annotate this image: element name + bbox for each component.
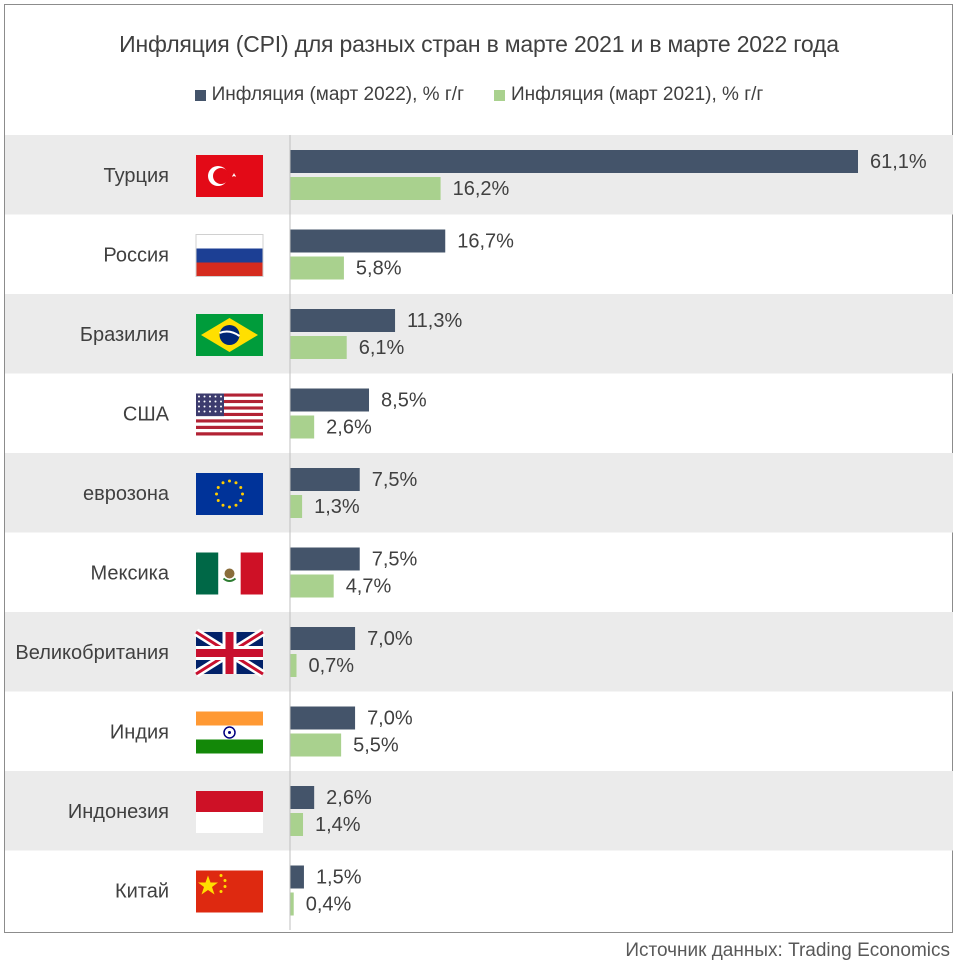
data-label-2022: 2,6% — [326, 787, 372, 809]
bar-2021 — [290, 892, 294, 916]
row-band — [5, 294, 953, 374]
bar-2022 — [290, 627, 356, 650]
data-label-2021: 0,4% — [306, 894, 352, 916]
bar-2021 — [290, 654, 297, 677]
source-note: Источник данных: Trading Economics — [625, 940, 950, 961]
category-label: Индия — [110, 721, 169, 743]
legend-label-2021: Инфляция (март 2021), % г/г — [511, 84, 764, 105]
bar-2022 — [290, 865, 304, 889]
data-label-2021: 4,7% — [346, 576, 392, 598]
legend-swatch-2022 — [194, 89, 206, 101]
bar-2022 — [290, 309, 396, 332]
bar-2022 — [290, 547, 360, 571]
category-label: Китай — [115, 880, 169, 902]
data-label-2021: 1,4% — [315, 814, 361, 836]
data-label-2022: 61,1% — [870, 151, 927, 173]
data-label-2022: 7,5% — [372, 549, 418, 571]
russia-flag-icon — [195, 234, 264, 277]
category-label: Великобритания — [15, 642, 169, 664]
data-label-2021: 5,8% — [356, 258, 402, 280]
data-label-2022: 7,0% — [367, 708, 413, 730]
bar-2021 — [290, 177, 441, 200]
bar-2022 — [290, 150, 858, 173]
mexico-flag-icon — [196, 552, 263, 595]
data-label-2021: 5,5% — [353, 735, 399, 757]
china-flag-icon — [196, 870, 263, 913]
eu-flag-icon — [196, 473, 263, 515]
indonesia-flag-icon — [196, 791, 263, 833]
brazil-flag-icon — [196, 314, 263, 356]
legend-label-2022: Инфляция (март 2022), % г/г — [211, 84, 464, 105]
chart-legend: Инфляция (март 2022), % г/г Инфляция (ма… — [0, 84, 958, 106]
bar-2022 — [290, 706, 356, 730]
uk-flag-icon — [193, 628, 266, 678]
bar-2021 — [290, 574, 334, 598]
data-label-2021: 6,1% — [359, 337, 405, 359]
data-label-2021: 1,3% — [314, 496, 360, 518]
data-label-2021: 16,2% — [453, 178, 510, 200]
bar-2022 — [290, 229, 446, 253]
category-label: Мексика — [91, 562, 170, 584]
data-label-2022: 7,0% — [367, 628, 413, 650]
category-label: Россия — [103, 244, 169, 266]
data-label-2021: 0,7% — [309, 655, 355, 677]
bar-2021 — [290, 336, 347, 359]
category-label: еврозона — [83, 483, 170, 505]
data-label-2021: 2,6% — [326, 417, 372, 439]
usa-flag-icon — [196, 393, 263, 436]
row-band — [5, 453, 953, 533]
bar-2021 — [290, 495, 303, 518]
data-label-2022: 8,5% — [381, 390, 427, 412]
row-band — [5, 771, 953, 851]
bar-2022 — [290, 388, 370, 412]
legend-swatch-2021 — [494, 89, 505, 101]
category-label: Индонезия — [68, 801, 169, 823]
category-label: США — [123, 403, 170, 425]
bar-2021 — [290, 733, 342, 757]
bar-2022 — [290, 468, 360, 491]
legend-item-2022: Инфляция (март 2022), % г/г — [194, 84, 464, 106]
row-band — [5, 612, 953, 692]
data-label-2022: 1,5% — [316, 867, 362, 889]
data-label-2022: 16,7% — [457, 231, 514, 253]
turkey-flag-icon — [196, 155, 263, 197]
bar-2021 — [290, 813, 304, 836]
legend-item-2021: Инфляция (март 2021), % г/г — [494, 84, 763, 106]
row-band — [5, 135, 953, 215]
data-label-2022: 7,5% — [372, 469, 418, 491]
data-label-2022: 11,3% — [407, 310, 462, 332]
chart-title: Инфляция (CPI) для разных стран в марте … — [119, 31, 839, 57]
category-label: Турция — [104, 165, 169, 187]
bar-2022 — [290, 786, 315, 809]
india-flag-icon — [196, 711, 263, 754]
bar-2021 — [290, 256, 344, 280]
bar-2021 — [290, 415, 315, 439]
category-label: Бразилия — [80, 324, 169, 346]
